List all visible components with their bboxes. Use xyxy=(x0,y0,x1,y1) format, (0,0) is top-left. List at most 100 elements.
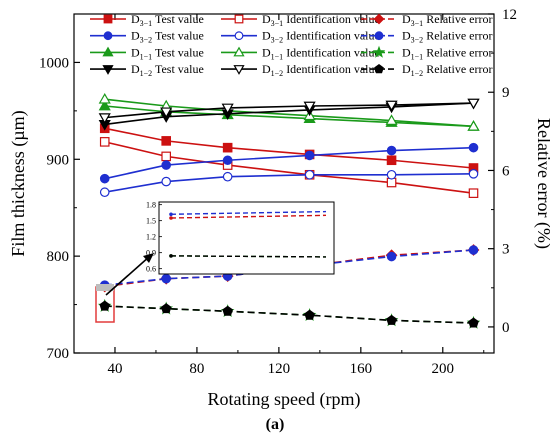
data-point xyxy=(160,107,173,119)
data-point xyxy=(98,113,111,124)
inset-y-tick-label: 1.2 xyxy=(146,233,156,242)
series-line xyxy=(104,249,474,288)
data-point xyxy=(161,151,171,162)
data-point xyxy=(222,171,233,182)
series-line xyxy=(104,102,474,126)
legend-label: D3−1 Relative error xyxy=(402,12,493,28)
x-tick-label: 160 xyxy=(350,361,373,377)
data-point xyxy=(467,98,480,110)
legend-label: D1−1 Test value xyxy=(131,45,204,61)
inset-series-line xyxy=(170,255,327,258)
legend-marker xyxy=(374,31,384,41)
legend-label: D3−2 Relative error xyxy=(402,29,493,45)
data-point xyxy=(99,187,110,198)
series-line xyxy=(104,141,474,194)
series-line xyxy=(104,173,474,194)
inset-y-tick-label: 0.6 xyxy=(146,265,156,274)
legend-marker xyxy=(373,13,385,25)
inset-point xyxy=(169,212,173,217)
legend-marker xyxy=(372,45,386,58)
data-point xyxy=(386,251,397,262)
series-line xyxy=(104,249,474,286)
x-axis-label: Rotating speed (rpm) xyxy=(208,389,361,410)
x-tick-label: 40 xyxy=(107,361,122,377)
series-line xyxy=(104,146,474,180)
data-point xyxy=(161,160,171,170)
inset-y-tick-label: 1.5 xyxy=(146,217,156,226)
data-point xyxy=(386,177,397,188)
series-line xyxy=(104,127,474,169)
data-point xyxy=(161,176,171,187)
data-point xyxy=(468,169,479,179)
line-chart: 40 80 120 160 200 700 800 900 1000 0 3 6 9 12 Rotating… xyxy=(8,7,550,410)
legend-label: D1−2 Identification value xyxy=(262,62,380,78)
plot-frame xyxy=(73,13,495,354)
data-point xyxy=(99,300,111,311)
data-point xyxy=(161,136,171,146)
data-point xyxy=(98,92,111,104)
inset-point xyxy=(169,254,173,258)
x-tick-label: 200 xyxy=(432,361,455,377)
data-point xyxy=(468,245,479,255)
legend-marker xyxy=(374,63,384,74)
data-point xyxy=(386,169,397,180)
legend-marker xyxy=(234,14,244,24)
x-tick-label: 80 xyxy=(189,361,204,377)
data-point xyxy=(468,317,479,328)
series-line xyxy=(104,98,474,128)
series-line xyxy=(104,102,474,119)
y-left-axis-label: Film thickness (µm) xyxy=(8,110,29,256)
data-point xyxy=(467,120,480,131)
legend-marker xyxy=(233,65,245,75)
y-right-axis-label: Relative error (%) xyxy=(533,118,550,249)
data-point xyxy=(468,188,479,198)
legend-marker xyxy=(234,31,244,41)
inset-series-line xyxy=(170,214,327,219)
legend-marker xyxy=(103,31,113,41)
legend-label: D3−2 Test value xyxy=(131,29,204,45)
y-left-tick-label: 800 xyxy=(47,249,70,265)
y-left-tick-label: 900 xyxy=(47,152,70,168)
zoom-arrow-line xyxy=(105,255,151,296)
y-right-tick-label: 12 xyxy=(502,7,517,23)
data-point xyxy=(222,305,233,316)
legend-label: D1−2 Relative error xyxy=(402,62,493,78)
y-right-tick-label: 6 xyxy=(502,163,510,179)
figure-caption: (a) xyxy=(265,416,285,433)
data-point xyxy=(304,309,315,320)
inset-series-line xyxy=(170,210,327,215)
x-tick-label: 120 xyxy=(268,361,291,377)
data-point xyxy=(160,303,172,314)
legend-marker xyxy=(102,46,114,57)
data-point xyxy=(99,137,110,147)
series-line xyxy=(104,105,474,128)
data-point xyxy=(468,142,479,153)
y-right-tick-label: 3 xyxy=(502,242,510,258)
data-point xyxy=(386,145,397,156)
zoom-arrow-head xyxy=(143,253,154,263)
data-point xyxy=(221,103,234,115)
legend-marker xyxy=(233,46,245,57)
legend-label: D3−1 Identification value xyxy=(262,12,380,28)
data-point xyxy=(304,150,315,161)
data-point xyxy=(385,114,398,125)
data-point xyxy=(99,173,110,184)
inset-y-tick-label: 1.8 xyxy=(146,201,156,210)
y-left-tick-label: 1000 xyxy=(39,55,69,71)
data-point xyxy=(161,273,171,284)
legend-marker xyxy=(102,65,114,75)
legend-label: D1−1 Relative error xyxy=(402,45,493,61)
inset-point xyxy=(169,216,173,220)
y-right-tick-label: 9 xyxy=(502,85,510,101)
data-point xyxy=(98,99,111,111)
y-left-tick-label: 700 xyxy=(47,346,70,362)
legend-label: D3−2 Identification value xyxy=(262,29,380,45)
legend-label: D1−1 Identification value xyxy=(262,45,380,61)
data-point xyxy=(222,142,233,153)
data-point xyxy=(385,100,398,112)
legend-marker xyxy=(103,14,113,24)
series-line xyxy=(104,305,474,324)
zoom-highlight-band xyxy=(96,284,114,291)
data-point xyxy=(222,155,233,166)
